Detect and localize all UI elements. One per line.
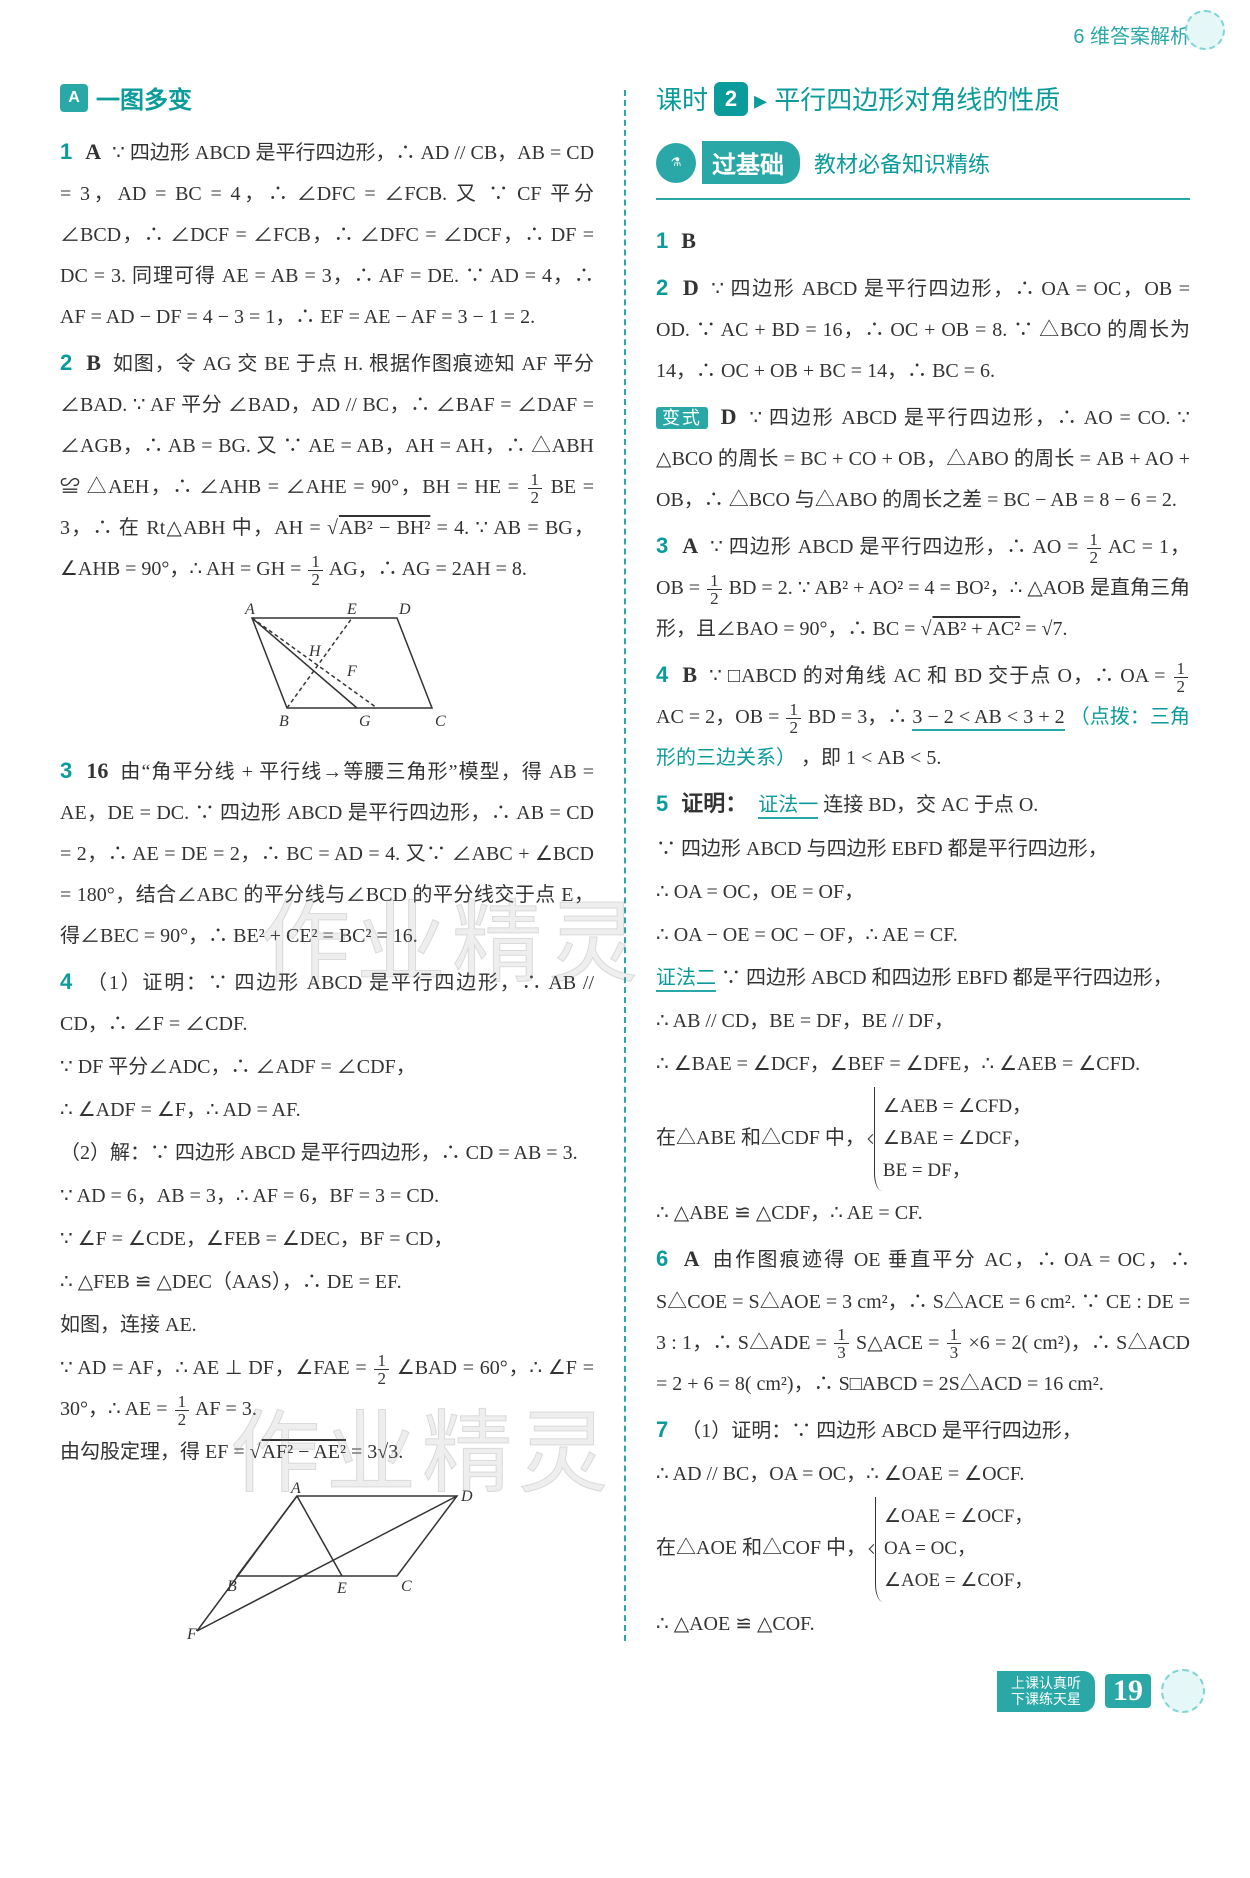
q1-answer: A — [85, 139, 101, 164]
rq6: 6 A 由作图痕迹得 OE 垂直平分 AC，∴ OA = OC，∴ S△COE … — [656, 1236, 1190, 1404]
basics-subtitle: 教材必备知识精练 — [814, 147, 990, 179]
svg-text:D: D — [398, 601, 411, 618]
rq5-m2-brace: 在△ABE 和△CDF 中， ∠AEB = ∠CFD， ∠BAE = ∠DCF，… — [656, 1087, 1190, 1192]
q2-number: 2 — [60, 350, 72, 375]
q4-p6: ∵ ∠F = ∠CDE，∠FEB = ∠DEC，BF = CD， — [60, 1219, 594, 1260]
section-badge-icon: A — [60, 84, 88, 112]
section-title-text: 一图多变 — [96, 80, 192, 115]
footer-label: 上课认真听 下课练天星 — [997, 1671, 1095, 1713]
rq5-m2: 证法二 ∵ 四边形 ABCD 和四边形 EBFD 都是平行四边形， — [656, 958, 1190, 999]
basics-label: 过基础 — [702, 141, 800, 184]
svg-text:B: B — [279, 713, 289, 730]
two-columns: A 一图多变 1 A ∵ 四边形 ABCD 是平行四边形，∴ AD // CB，… — [60, 80, 1190, 1651]
rq7-brace: 在△AOE 和△COF 中， ∠OAE = ∠OCF， OA = OC， ∠AO… — [656, 1497, 1190, 1602]
footer-badge-icon — [1161, 1669, 1205, 1713]
method1-tag: 证法一 — [758, 794, 818, 819]
basics-header: ⚗ 过基础 教材必备知识精练 — [656, 141, 1190, 184]
q4-number: 4 — [60, 969, 72, 994]
right-column: 课时 2 ▸ 平行四边形对角线的性质 ⚗ 过基础 教材必备知识精练 1 B 2 … — [656, 80, 1190, 1651]
rq4-underline: 3 − 2 < AB < 3 + 2 — [912, 706, 1064, 731]
rq4: 4 B ∵ □ABCD 的对角线 AC 和 BD 交于点 O，∴ OA = 12… — [656, 652, 1190, 779]
q4-p4: （2）解：∵ 四边形 ABCD 是平行四边形，∴ CD = AB = 3. — [60, 1133, 594, 1174]
rq7-p2: ∴ AD // BC，OA = OC，∴ ∠OAE = ∠OCF. — [656, 1454, 1190, 1495]
q2: 2 B 如图，令 AG 交 BE 于点 H. 根据作图痕迹知 AF 平分 ∠BA… — [60, 340, 594, 590]
rq5-m1-p4: ∴ OA − OE = OC − OF，∴ AE = CF. — [656, 915, 1190, 956]
svg-text:E: E — [336, 1580, 347, 1597]
rq7: 7 （1）证明：∵ 四边形 ABCD 是平行四边形， — [656, 1407, 1190, 1452]
svg-text:F: F — [346, 663, 357, 680]
header-label: 6 维答案解析 — [1073, 20, 1190, 49]
q2-frac2: 12 — [308, 553, 323, 588]
page-number: 19 — [1105, 1674, 1151, 1708]
lesson-title: 课时 2 ▸ 平行四边形对角线的性质 — [656, 80, 1190, 117]
rq7-p3: ∴ △AOE ≌ △COF. — [656, 1604, 1190, 1645]
svg-text:C: C — [401, 1578, 412, 1595]
q2-sqrt1: AB² − BH² — [338, 517, 430, 539]
method2-tag: 证法二 — [656, 967, 716, 992]
svg-text:B: B — [227, 1578, 237, 1595]
q4-p1: （1）证明：∵ 四边形 ABCD 是平行四边形，∴ AB // CD，∴ ∠F … — [60, 972, 594, 1035]
svg-text:E: E — [346, 601, 357, 618]
q4: 4 （1）证明：∵ 四边形 ABCD 是平行四边形，∴ AB // CD，∴ ∠… — [60, 959, 594, 1045]
figure-2: A D B E C F — [60, 1481, 594, 1641]
svg-text:G: G — [359, 713, 371, 730]
column-divider — [624, 90, 626, 1641]
rq5-m2-p3: ∴ ∠BAE = ∠DCF，∠BEF = ∠DFE，∴ ∠AEB = ∠CFD. — [656, 1044, 1190, 1085]
q1: 1 A ∵ 四边形 ABCD 是平行四边形，∴ AD // CB，AB = CD… — [60, 129, 594, 338]
rq5-m1-p2: ∵ 四边形 ABCD 与四边形 EBFD 都是平行四边形， — [656, 829, 1190, 870]
brace-2: ∠OAE = ∠OCF， OA = OC， ∠AOE = ∠COF， — [875, 1497, 1033, 1602]
q4-p7: ∴ △FEB ≌ △DEC（AAS），∴ DE = EF. — [60, 1262, 594, 1303]
q3-body: 由“角平分线 + 平行线→等腰三角形”模型，得 AB = AE，DE = DC.… — [60, 761, 594, 947]
section-title-row: A 一图多变 — [60, 80, 594, 115]
rvariant: 变式 D ∵ 四边形 ABCD 是平行四边形，∴ AO = CO. ∵ △BCO… — [656, 394, 1190, 521]
rq5-m2-p2: ∴ AB // CD，BE = DF，BE // DF， — [656, 1001, 1190, 1042]
q1-body: ∵ 四边形 ABCD 是平行四边形，∴ AD // CB，AB = CD = 3… — [60, 142, 594, 328]
q4-p3: ∴ ∠ADF = ∠F，∴ AD = AF. — [60, 1090, 594, 1131]
lesson-num-badge: 2 — [714, 82, 748, 116]
svg-text:A: A — [290, 1481, 301, 1497]
q4-p5: ∵ AD = 6，AB = 3，∴ AF = 6，BF = 3 = CD. — [60, 1176, 594, 1217]
rq1: 1 B — [656, 218, 1190, 263]
basics-icon: ⚗ — [656, 143, 696, 183]
header-badge-icon — [1185, 10, 1225, 50]
q2-frac1: 12 — [528, 471, 543, 506]
figure-1: A E D B G C H F — [60, 598, 594, 738]
q3: 3 16 由“角平分线 + 平行线→等腰三角形”模型，得 AB = AE，DE … — [60, 748, 594, 957]
q1-number: 1 — [60, 139, 72, 164]
svg-text:H: H — [308, 643, 322, 660]
svg-text:A: A — [244, 601, 255, 618]
q3-number: 3 — [60, 758, 72, 783]
q4-p8: 如图，连接 AE. — [60, 1305, 594, 1346]
brace-1: ∠AEB = ∠CFD， ∠BAE = ∠DCF， BE = DF， — [874, 1087, 1031, 1192]
rq5: 5 证明： 证法一 连接 BD，交 AC 于点 O. — [656, 781, 1190, 826]
lesson-pre: 课时 — [656, 80, 708, 117]
svg-text:C: C — [435, 713, 446, 730]
q3-answer: 16 — [86, 758, 108, 783]
q2-p1: 如图，令 AG 交 BE 于点 H. 根据作图痕迹知 AF 平分 ∠BAD. ∵… — [60, 353, 594, 498]
basics-underline — [656, 198, 1190, 200]
rq3: 3 A ∵ 四边形 ABCD 是平行四边形，∴ AO = 12 AC = 1，O… — [656, 523, 1190, 650]
rq5-m1-p3: ∴ OA = OC，OE = OF， — [656, 872, 1190, 913]
q2-p4: AG，∴ AG = 2AH = 8. — [329, 558, 527, 580]
svg-text:F: F — [186, 1626, 197, 1641]
rq5-m2-p4: ∴ △ABE ≌ △CDF，∴ AE = CF. — [656, 1193, 1190, 1234]
page-root: 6 维答案解析 A 一图多变 1 A ∵ 四边形 ABCD 是平行四边形，∴ A… — [0, 0, 1250, 1731]
variant-tag: 变式 — [656, 407, 708, 429]
rq2: 2 D ∵ 四边形 ABCD 是平行四边形，∴ OA = OC，OB = OD.… — [656, 265, 1190, 392]
q2-answer: B — [86, 350, 101, 375]
lesson-title-text: ▸ 平行四边形对角线的性质 — [754, 80, 1060, 117]
q4-p10: 由勾股定理，得 EF = √AF² − AE² = 3√3. — [60, 1432, 594, 1473]
svg-text:D: D — [460, 1488, 473, 1505]
left-column: A 一图多变 1 A ∵ 四边形 ABCD 是平行四边形，∴ AD // CB，… — [60, 80, 594, 1651]
q4-p9: ∵ AD = AF，∴ AE ⊥ DF，∠FAE = 12 ∠BAD = 60°… — [60, 1348, 594, 1430]
q4-p2: ∵ DF 平分∠ADC，∴ ∠ADF = ∠CDF， — [60, 1047, 594, 1088]
footer: 上课认真听 下课练天星 19 — [997, 1669, 1205, 1713]
